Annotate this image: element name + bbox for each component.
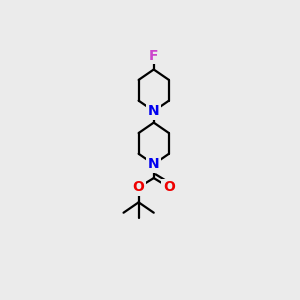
Text: N: N	[148, 104, 160, 118]
Text: O: O	[163, 180, 175, 194]
Text: N: N	[148, 157, 160, 171]
Text: F: F	[149, 49, 158, 63]
Text: O: O	[133, 180, 145, 194]
